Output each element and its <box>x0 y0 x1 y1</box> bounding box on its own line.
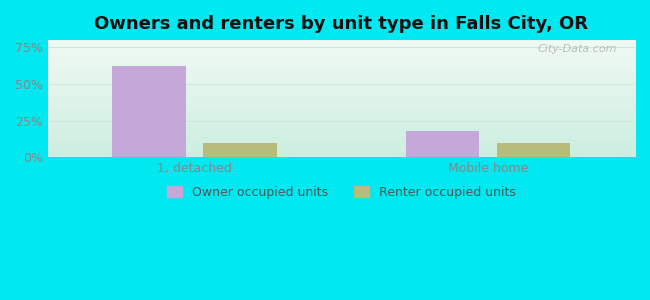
Bar <box>497 143 571 157</box>
Bar <box>406 131 480 157</box>
Title: Owners and renters by unit type in Falls City, OR: Owners and renters by unit type in Falls… <box>94 15 588 33</box>
Bar <box>112 67 186 157</box>
Legend: Owner occupied units, Renter occupied units: Owner occupied units, Renter occupied un… <box>162 181 521 204</box>
Text: City-Data.com: City-Data.com <box>538 44 617 54</box>
Bar <box>203 143 277 157</box>
